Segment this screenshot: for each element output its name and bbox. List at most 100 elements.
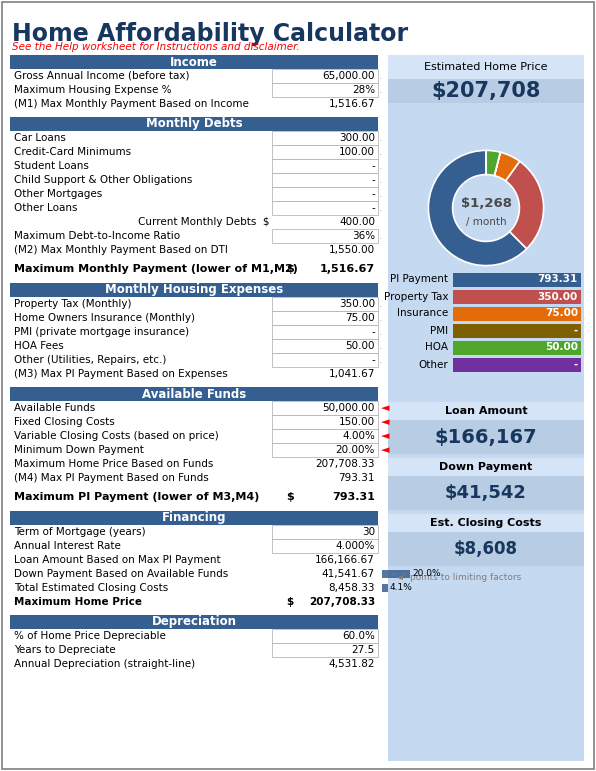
Text: Other: Other xyxy=(418,359,448,369)
Bar xyxy=(10,615,378,629)
Text: Monthly Housing Expenses: Monthly Housing Expenses xyxy=(105,284,283,297)
Text: $166,167: $166,167 xyxy=(434,427,538,446)
Bar xyxy=(272,353,378,367)
Bar xyxy=(453,358,581,372)
Text: Gross Annual Income (before tax): Gross Annual Income (before tax) xyxy=(14,71,190,81)
Text: .: . xyxy=(379,355,383,365)
Text: Child Support & Other Obligations: Child Support & Other Obligations xyxy=(14,175,193,185)
Text: ◄: ◄ xyxy=(381,445,390,455)
Text: 207,708.33: 207,708.33 xyxy=(309,597,375,607)
Text: 350.00: 350.00 xyxy=(339,299,375,309)
Bar xyxy=(272,229,378,243)
Bar xyxy=(10,387,378,401)
Bar xyxy=(388,476,584,510)
Text: Years to Depreciate: Years to Depreciate xyxy=(14,645,116,655)
Text: -: - xyxy=(371,161,375,171)
Text: Loan Amount Based on Max PI Payment: Loan Amount Based on Max PI Payment xyxy=(14,555,221,565)
Text: -: - xyxy=(371,203,375,213)
Bar xyxy=(272,131,378,145)
Text: Other (Utilities, Repairs, etc.): Other (Utilities, Repairs, etc.) xyxy=(14,355,166,365)
Text: ◄: ◄ xyxy=(381,417,390,427)
Text: ◄: ◄ xyxy=(381,431,390,441)
Text: -: - xyxy=(371,175,375,185)
Text: .: . xyxy=(379,327,383,337)
Text: .: . xyxy=(379,299,383,309)
Text: Maximum Home Price: Maximum Home Price xyxy=(14,597,142,607)
Bar xyxy=(453,273,581,287)
Text: .: . xyxy=(379,189,383,199)
Text: Home Owners Insurance (Monthly): Home Owners Insurance (Monthly) xyxy=(14,313,195,323)
Bar xyxy=(272,145,378,159)
Text: Variable Closing Costs (based on price): Variable Closing Costs (based on price) xyxy=(14,431,219,441)
Text: .: . xyxy=(379,147,383,157)
Text: 50.00: 50.00 xyxy=(346,341,375,351)
Text: 100.00: 100.00 xyxy=(339,147,375,157)
Wedge shape xyxy=(505,161,544,249)
Text: 1,516.67: 1,516.67 xyxy=(328,99,375,109)
Text: Term of Mortgage (years): Term of Mortgage (years) xyxy=(14,527,145,537)
Text: (M4) Max PI Payment Based on Funds: (M4) Max PI Payment Based on Funds xyxy=(14,473,209,483)
Text: 36%: 36% xyxy=(352,231,375,241)
Text: (M1) Max Monthly Payment Based on Income: (M1) Max Monthly Payment Based on Income xyxy=(14,99,249,109)
Text: Total Estimated Closing Costs: Total Estimated Closing Costs xyxy=(14,583,168,593)
Text: Maximum Housing Expense %: Maximum Housing Expense % xyxy=(14,85,172,95)
Text: 793.31: 793.31 xyxy=(339,473,375,483)
Text: 75.00: 75.00 xyxy=(345,313,375,323)
Text: Available Funds: Available Funds xyxy=(14,403,95,413)
Bar xyxy=(272,443,378,457)
Bar xyxy=(272,297,378,311)
Bar xyxy=(272,311,378,325)
Text: .: . xyxy=(379,203,383,213)
Text: Other Mortgages: Other Mortgages xyxy=(14,189,103,199)
Text: $1,268: $1,268 xyxy=(461,197,511,210)
Text: "◄" points to limiting factors: "◄" points to limiting factors xyxy=(392,574,522,583)
Text: 150.00: 150.00 xyxy=(339,417,375,427)
Text: ◄: ◄ xyxy=(381,403,390,413)
Text: 166,166.67: 166,166.67 xyxy=(315,555,375,565)
Bar xyxy=(388,514,584,532)
Text: $: $ xyxy=(286,597,293,607)
Text: 27.5: 27.5 xyxy=(352,645,375,655)
Bar xyxy=(388,55,584,761)
Text: Depreciation: Depreciation xyxy=(151,615,237,628)
Bar xyxy=(388,532,584,566)
Bar xyxy=(272,187,378,201)
Text: 8,458.33: 8,458.33 xyxy=(328,583,375,593)
Bar xyxy=(388,458,584,476)
Text: 60.0%: 60.0% xyxy=(342,631,375,641)
Bar xyxy=(272,401,378,415)
Text: Loan Amount: Loan Amount xyxy=(445,406,527,416)
Text: -: - xyxy=(574,359,578,369)
Text: Credit-Card Minimums: Credit-Card Minimums xyxy=(14,147,131,157)
Text: / month: / month xyxy=(465,217,507,227)
Text: Car Loans: Car Loans xyxy=(14,133,66,143)
Bar xyxy=(272,539,378,553)
Text: .: . xyxy=(379,175,383,185)
Text: $: $ xyxy=(286,492,294,502)
Bar xyxy=(272,415,378,429)
Bar xyxy=(272,173,378,187)
Text: Maximum PI Payment (lower of M3,M4): Maximum PI Payment (lower of M3,M4) xyxy=(14,492,259,502)
Wedge shape xyxy=(486,150,500,176)
Text: Monthly Debts: Monthly Debts xyxy=(145,117,243,130)
Text: Financing: Financing xyxy=(162,511,226,524)
Text: $8,608: $8,608 xyxy=(454,540,518,558)
Bar xyxy=(388,402,584,420)
Text: See the Help worksheet for Instructions and disclaimer.: See the Help worksheet for Instructions … xyxy=(12,42,300,52)
Text: 65,000.00: 65,000.00 xyxy=(322,71,375,81)
Bar xyxy=(272,339,378,353)
Bar xyxy=(382,584,388,592)
Text: HOA: HOA xyxy=(425,342,448,352)
Text: Maximum Debt-to-Income Ratio: Maximum Debt-to-Income Ratio xyxy=(14,231,180,241)
Wedge shape xyxy=(429,150,527,265)
Bar xyxy=(272,159,378,173)
Text: .: . xyxy=(379,341,383,351)
Text: Maximum Home Price Based on Funds: Maximum Home Price Based on Funds xyxy=(14,459,213,469)
Bar xyxy=(388,79,584,103)
Text: $207,708: $207,708 xyxy=(432,81,541,101)
Text: Est. Closing Costs: Est. Closing Costs xyxy=(430,518,542,528)
Text: 4.000%: 4.000% xyxy=(336,541,375,551)
Text: (M2) Max Monthly Payment Based on DTI: (M2) Max Monthly Payment Based on DTI xyxy=(14,245,228,255)
Text: PMI: PMI xyxy=(430,325,448,335)
Bar xyxy=(272,643,378,657)
